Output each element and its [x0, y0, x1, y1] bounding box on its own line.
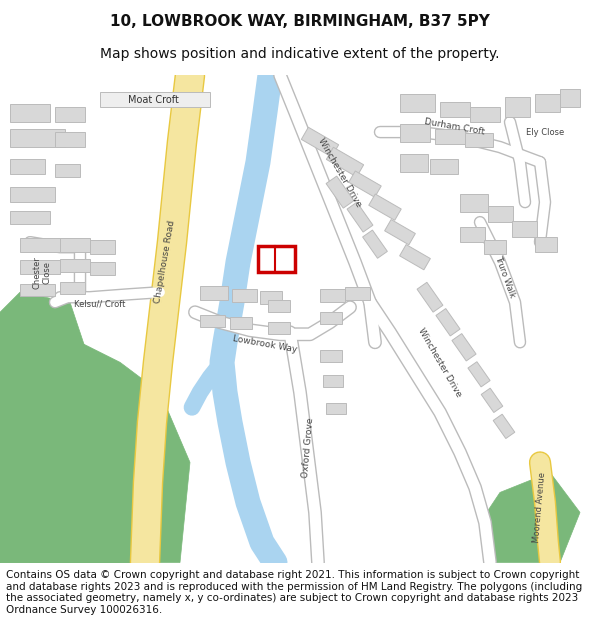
Polygon shape [20, 392, 140, 562]
Text: Chester
Close: Chester Close [32, 256, 52, 289]
Polygon shape [512, 221, 537, 237]
Polygon shape [10, 129, 65, 147]
Polygon shape [326, 403, 346, 414]
Polygon shape [326, 176, 354, 208]
Polygon shape [326, 148, 364, 177]
Polygon shape [323, 375, 343, 388]
Polygon shape [320, 289, 345, 302]
Polygon shape [230, 318, 252, 329]
Polygon shape [90, 240, 115, 254]
Polygon shape [385, 219, 415, 245]
Polygon shape [468, 362, 490, 387]
Polygon shape [535, 94, 560, 112]
Polygon shape [60, 238, 90, 252]
Text: 10, LOWBROOK WAY, BIRMINGHAM, B37 5PY: 10, LOWBROOK WAY, BIRMINGHAM, B37 5PY [110, 14, 490, 29]
Polygon shape [470, 107, 500, 122]
Polygon shape [10, 104, 50, 122]
Text: Truro Walk: Truro Walk [493, 255, 517, 299]
Polygon shape [493, 414, 515, 439]
Polygon shape [417, 282, 443, 312]
Polygon shape [400, 154, 428, 172]
Text: Chapelhouse Road: Chapelhouse Road [153, 220, 177, 304]
Polygon shape [452, 334, 476, 361]
Polygon shape [55, 132, 85, 147]
Text: Contains OS data © Crown copyright and database right 2021. This information is : Contains OS data © Crown copyright and d… [6, 570, 582, 615]
Polygon shape [480, 472, 580, 562]
Polygon shape [90, 262, 115, 275]
Text: Winchester Drive: Winchester Drive [317, 136, 364, 208]
Polygon shape [465, 133, 493, 147]
Polygon shape [436, 309, 460, 336]
Polygon shape [20, 260, 60, 274]
Text: Oxford Grove: Oxford Grove [301, 417, 315, 478]
Text: Moorend Avenue: Moorend Avenue [532, 472, 548, 543]
Polygon shape [369, 194, 401, 220]
Polygon shape [505, 97, 530, 117]
Polygon shape [488, 206, 513, 222]
Polygon shape [200, 286, 228, 300]
Polygon shape [400, 124, 430, 142]
Polygon shape [232, 289, 257, 302]
Polygon shape [55, 164, 80, 177]
Polygon shape [349, 171, 381, 198]
Polygon shape [60, 259, 90, 272]
Polygon shape [460, 194, 488, 212]
Text: Kelsu// Croft: Kelsu// Croft [74, 300, 125, 309]
Polygon shape [320, 350, 342, 362]
Polygon shape [362, 230, 388, 258]
Text: Map shows position and indicative extent of the property.: Map shows position and indicative extent… [100, 47, 500, 61]
Text: Ely Close: Ely Close [526, 127, 564, 136]
Polygon shape [268, 300, 290, 312]
Polygon shape [400, 94, 435, 112]
Polygon shape [60, 282, 85, 294]
Polygon shape [435, 129, 465, 144]
Text: Winchester Drive: Winchester Drive [416, 326, 463, 398]
Polygon shape [440, 102, 470, 117]
Polygon shape [10, 187, 55, 202]
Polygon shape [535, 237, 557, 252]
Polygon shape [20, 284, 55, 296]
Polygon shape [268, 322, 290, 334]
Text: Durham Croft: Durham Croft [424, 118, 486, 137]
Polygon shape [560, 89, 580, 107]
Polygon shape [345, 288, 370, 300]
Polygon shape [55, 107, 85, 122]
Polygon shape [320, 312, 342, 324]
Polygon shape [460, 227, 485, 242]
Polygon shape [0, 292, 90, 422]
Polygon shape [400, 244, 430, 270]
Polygon shape [0, 342, 190, 562]
Polygon shape [430, 159, 458, 174]
Polygon shape [0, 362, 120, 562]
Polygon shape [484, 240, 506, 254]
Text: Moat Croft: Moat Croft [128, 95, 178, 105]
Polygon shape [100, 92, 210, 107]
Polygon shape [200, 315, 225, 328]
Polygon shape [10, 211, 50, 224]
Polygon shape [481, 388, 503, 412]
Polygon shape [20, 238, 60, 252]
Text: Lowbrook Way: Lowbrook Way [232, 334, 298, 354]
Polygon shape [260, 291, 282, 304]
Polygon shape [10, 159, 45, 174]
Polygon shape [301, 127, 338, 157]
Polygon shape [347, 202, 373, 232]
